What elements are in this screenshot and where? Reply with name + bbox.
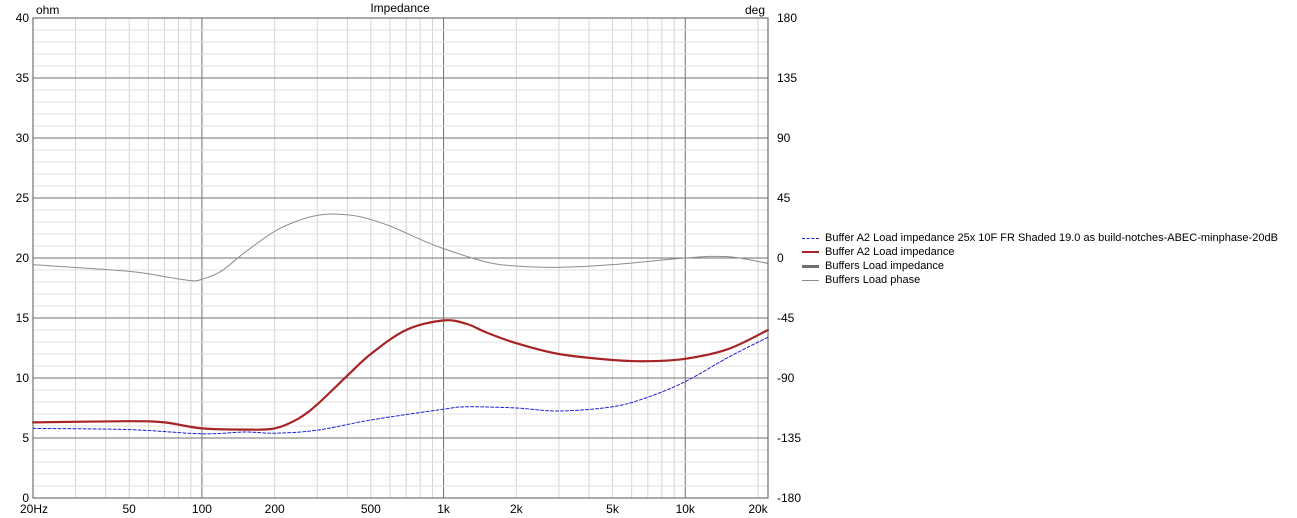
y-left-tick-label: 35 bbox=[16, 71, 30, 85]
series-line-buffers-load-phase bbox=[32, 213, 769, 282]
y-right-tick-label: -90 bbox=[777, 371, 795, 385]
x-tick-label: 20Hz bbox=[20, 502, 48, 516]
y-right-tick-label: 45 bbox=[777, 191, 791, 205]
x-tick-label: 100 bbox=[192, 502, 212, 516]
grid bbox=[32, 18, 768, 498]
y-right-axis-ticks: -180 -135 -90 -45 0 45 90 135 180 bbox=[777, 11, 801, 505]
x-axis-ticks: 20Hz 50 100 200 500 1k 2k 5k 10k 20k bbox=[20, 502, 769, 516]
series-line-buffer-a2-load-impedance-measured bbox=[32, 336, 769, 435]
legend-swatch-dark-gray bbox=[802, 264, 819, 268]
series-layer bbox=[31, 213, 770, 435]
y-right-tick-label: 0 bbox=[777, 251, 784, 265]
y-left-tick-label: 5 bbox=[22, 431, 29, 445]
legend-swatch-red bbox=[802, 251, 819, 253]
y-right-tick-label: -180 bbox=[777, 491, 801, 505]
x-tick-label: 10k bbox=[676, 502, 696, 516]
legend-label: Buffers Load phase bbox=[825, 274, 921, 286]
y-left-tick-label: 25 bbox=[16, 191, 30, 205]
y-right-tick-label: 90 bbox=[777, 131, 791, 145]
x-tick-label: 1k bbox=[437, 502, 451, 516]
y-left-tick-label: 30 bbox=[16, 131, 30, 145]
y-left-axis-ticks: 0 5 10 15 20 25 30 35 40 bbox=[16, 11, 30, 505]
y-left-tick-label: 15 bbox=[16, 311, 30, 325]
legend-item: Buffer A2 Load impedance bbox=[802, 245, 1278, 259]
legend-label: Buffer A2 Load impedance bbox=[825, 246, 955, 258]
legend-swatch-gray bbox=[802, 279, 819, 281]
legend-label: Buffers Load impedance bbox=[825, 260, 945, 272]
legend-item: Buffers Load impedance bbox=[802, 259, 1278, 273]
y-left-tick-label: 20 bbox=[16, 251, 30, 265]
y-left-tick-label: 0 bbox=[22, 491, 29, 505]
y-right-tick-label: -135 bbox=[777, 431, 801, 445]
legend-item: Buffers Load phase bbox=[802, 273, 1278, 287]
x-tick-label: 50 bbox=[122, 502, 136, 516]
legend-label: Buffer A2 Load impedance 25x 10F FR Shad… bbox=[825, 232, 1278, 244]
y-right-tick-label: -45 bbox=[777, 311, 795, 325]
left-axis-unit: ohm bbox=[36, 3, 59, 17]
x-tick-label: 2k bbox=[510, 502, 524, 516]
y-left-tick-label: 10 bbox=[16, 371, 30, 385]
x-tick-label: 500 bbox=[361, 502, 381, 516]
right-axis-unit: deg bbox=[745, 3, 765, 17]
y-right-tick-label: 135 bbox=[777, 71, 797, 85]
legend-swatch-blue-dashed bbox=[802, 237, 819, 239]
legend-item: Buffer A2 Load impedance 25x 10F FR Shad… bbox=[802, 231, 1278, 245]
y-right-tick-label: 180 bbox=[777, 11, 797, 25]
chart-title: Impedance bbox=[370, 1, 430, 15]
x-tick-label: 5k bbox=[606, 502, 620, 516]
plot-frame bbox=[32, 17, 769, 499]
x-tick-label: 200 bbox=[265, 502, 285, 516]
y-left-tick-label: 40 bbox=[16, 11, 30, 25]
series-line-buffer-a2-load-impedance bbox=[31, 319, 770, 431]
x-tick-label: 20k bbox=[748, 502, 768, 516]
legend: Buffer A2 Load impedance 25x 10F FR Shad… bbox=[802, 231, 1278, 287]
